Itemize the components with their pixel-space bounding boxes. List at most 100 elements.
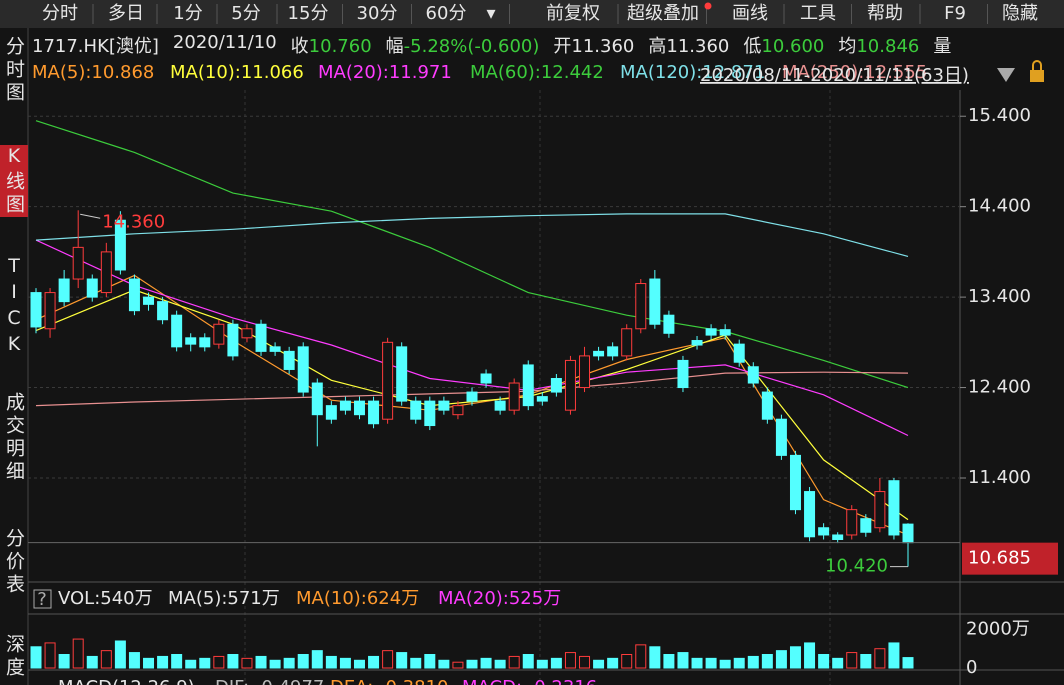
ma-line: [35, 213, 909, 257]
candle-body: [269, 346, 281, 352]
y-tick-label: 13.400: [968, 286, 1031, 307]
volume-bar: [311, 650, 323, 669]
candle-body: [649, 278, 661, 325]
macd-legend: DEA: -0.3810: [330, 677, 449, 685]
volume-bar: [691, 657, 703, 669]
volume-bar: [494, 659, 506, 669]
notify-dot: [704, 2, 712, 10]
toolbar-button[interactable]: 帮助: [867, 3, 903, 24]
volume-bar: [269, 659, 281, 669]
ma-legend: MA(20):11.971: [318, 62, 452, 83]
date-range: 2020/08/11-2020/11/11(63日): [700, 65, 969, 86]
volume-bar: [818, 654, 830, 669]
side-tab[interactable]: 分价表: [3, 528, 25, 597]
last-price-box: [962, 542, 1058, 575]
candle-body: [283, 350, 295, 370]
toolbar-button[interactable]: 工具: [800, 3, 836, 24]
y-tick-label: 12.400: [968, 377, 1031, 398]
candle-body: [157, 301, 169, 321]
candle-body: [452, 405, 464, 416]
side-tab[interactable]: 分时图: [3, 36, 25, 105]
info-label: 均: [838, 36, 857, 57]
volume-bar: [747, 655, 759, 669]
candle-body: [607, 346, 619, 357]
ma-line: [35, 120, 909, 389]
volume-bar: [353, 659, 365, 669]
candle-body: [100, 251, 112, 294]
dropdown-icon[interactable]: [997, 68, 1015, 82]
last-price-label: 10.685: [968, 548, 1031, 569]
volume-bar: [860, 654, 872, 669]
candle-body: [550, 378, 562, 393]
side-tab[interactable]: K线图: [0, 145, 28, 217]
info-label: 幅: [385, 36, 404, 57]
candle-body: [494, 400, 506, 411]
candle-body: [818, 527, 830, 536]
lock-icon[interactable]: [1030, 70, 1044, 82]
candle-body: [171, 314, 183, 348]
low-marker-label: 10.420: [825, 556, 888, 577]
volume-bar: [508, 655, 520, 669]
volume-legend: MA(10):624万: [296, 588, 419, 609]
info-field: 均10.846: [838, 32, 919, 58]
toolbar-button[interactable]: 超级叠加: [627, 3, 699, 24]
candle-body: [761, 391, 773, 420]
info-field: 幅-5.28%(-0.600): [386, 32, 540, 58]
candle-body: [368, 400, 380, 425]
candle-body: [241, 328, 253, 339]
volume-bar: [199, 657, 211, 669]
candle-body: [789, 454, 801, 511]
toolbar-button[interactable]: 多日: [108, 3, 144, 24]
macd-legend: MACD(12,26,9): [58, 677, 195, 685]
toolbar-button[interactable]: 1分: [173, 3, 202, 24]
volume-bar: [410, 657, 422, 669]
toolbar-button[interactable]: 15分: [288, 3, 329, 24]
volume-bar: [536, 659, 548, 669]
volume-bar: [705, 657, 717, 669]
toolbar-button[interactable]: 60分: [426, 3, 467, 24]
info-value: 11.360: [666, 36, 730, 57]
side-tab[interactable]: TICK: [3, 255, 25, 359]
toolbar-more[interactable]: ▾: [486, 3, 495, 24]
volume-bar: [241, 657, 253, 669]
candle-body: [114, 219, 126, 271]
info-value: 10.846: [856, 36, 920, 57]
volume-bar: [550, 657, 562, 669]
volume-bar: [58, 654, 70, 669]
candle-body: [593, 350, 605, 357]
volume-bar: [846, 652, 858, 669]
candle-body: [86, 278, 98, 298]
candle-body: [508, 382, 520, 411]
side-tab[interactable]: 深度: [3, 634, 25, 680]
toolbar-button[interactable]: F9: [944, 3, 966, 24]
candle-body: [733, 343, 745, 363]
candle-body: [143, 296, 155, 305]
candle-body: [438, 400, 450, 411]
volume-bar: [128, 652, 140, 669]
toolbar-button[interactable]: 画线: [732, 3, 768, 24]
toolbar-button[interactable]: 前复权: [546, 3, 600, 24]
candle-body: [846, 509, 858, 536]
toolbar-button[interactable]: 5分: [231, 3, 260, 24]
stock-code: 1717.HK[澳优]: [32, 36, 159, 57]
volume-bar: [775, 650, 787, 669]
toolbar: [0, 0, 1064, 28]
help-icon[interactable]: [33, 589, 52, 609]
candle-body: [185, 337, 197, 345]
candle-body: [128, 278, 140, 312]
candle-body: [860, 518, 872, 533]
toolbar-button[interactable]: 分时: [42, 3, 78, 24]
volume-bar: [255, 655, 267, 669]
candle-body: [663, 314, 675, 334]
lock-icon-shackle: [1032, 60, 1042, 70]
toolbar-button[interactable]: 30分: [357, 3, 398, 24]
candle-body: [888, 480, 900, 536]
toolbar-button[interactable]: 隐藏: [1002, 3, 1038, 24]
volume-bar: [677, 652, 689, 669]
volume-bar: [72, 638, 84, 669]
volume-bar: [325, 655, 337, 669]
side-tab[interactable]: 成交明细: [3, 392, 25, 484]
candle-body: [466, 391, 478, 402]
ma-line: [35, 239, 909, 437]
